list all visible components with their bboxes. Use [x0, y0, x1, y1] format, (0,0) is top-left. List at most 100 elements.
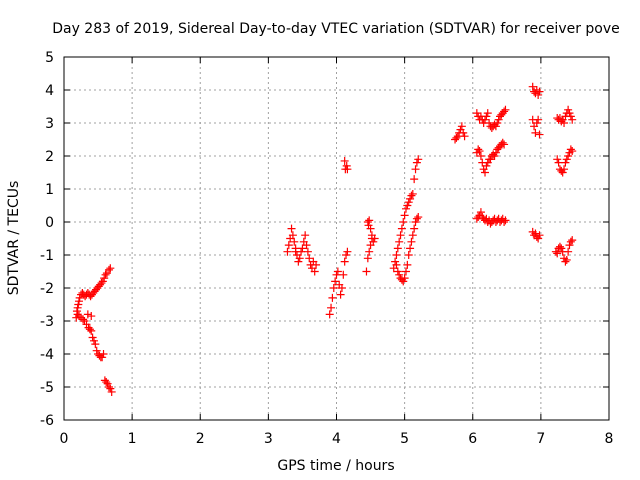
data-point	[100, 274, 109, 283]
y-tick-label: 5	[45, 50, 54, 66]
data-point	[534, 90, 543, 99]
data-point	[391, 257, 400, 266]
data-point	[475, 147, 484, 156]
data-point	[301, 231, 310, 240]
data-point	[337, 284, 346, 292]
data-point	[106, 264, 115, 273]
data-point	[404, 251, 413, 259]
data-point	[568, 115, 577, 124]
data-point	[414, 213, 423, 222]
data-point	[342, 161, 351, 170]
y-axis-label: SDTVAR / TECUs	[6, 181, 22, 296]
data-point	[365, 216, 374, 225]
data-point	[472, 109, 481, 118]
data-point	[310, 267, 319, 276]
data-point	[494, 115, 503, 124]
data-point	[362, 267, 371, 276]
y-tick-label: -6	[40, 413, 54, 429]
data-point	[74, 300, 83, 309]
data-point	[560, 119, 569, 127]
data-point	[74, 312, 83, 321]
data-point	[457, 122, 466, 131]
data-point	[485, 119, 494, 127]
data-point	[393, 244, 402, 253]
data-point	[565, 109, 574, 118]
data-point	[535, 130, 544, 139]
data-point	[87, 312, 96, 321]
data-point	[97, 279, 106, 288]
data-point	[410, 175, 419, 184]
data-point	[500, 140, 509, 149]
data-point	[87, 326, 96, 335]
x-tick-label: 8	[605, 431, 614, 447]
data-point	[294, 257, 303, 266]
y-tick-label: -2	[40, 281, 54, 297]
data-point	[302, 241, 311, 250]
data-point	[82, 320, 91, 329]
data-point	[404, 198, 413, 207]
data-point	[564, 105, 573, 114]
data-point	[410, 224, 419, 233]
data-point	[103, 379, 112, 388]
data-point	[562, 255, 571, 264]
data-point	[79, 315, 88, 324]
data-point	[104, 383, 113, 391]
data-point	[561, 257, 570, 266]
data-point	[482, 161, 491, 170]
data-point	[340, 257, 349, 266]
data-point	[553, 249, 562, 258]
data-point	[412, 214, 421, 223]
data-point	[340, 156, 349, 165]
x-tick-label: 4	[332, 431, 341, 447]
x-tick-label: 3	[264, 431, 273, 447]
data-point	[403, 260, 412, 269]
grid-lines	[64, 57, 609, 420]
data-point	[366, 224, 375, 233]
data-point	[561, 158, 570, 167]
y-tick-label: -4	[40, 347, 54, 363]
data-point	[411, 165, 420, 174]
data-point	[395, 270, 404, 279]
x-axis-label: GPS time / hours	[277, 458, 394, 474]
data-point	[102, 378, 111, 387]
data-point	[401, 204, 410, 213]
data-point	[498, 138, 507, 147]
data-point	[74, 297, 83, 306]
data-point	[566, 237, 575, 246]
data-point	[303, 247, 312, 256]
data-point	[493, 119, 502, 127]
data-point	[491, 148, 500, 157]
data-point	[483, 109, 492, 118]
y-tick-label: -3	[40, 314, 54, 330]
y-axis-ticks: -6 -5 -4 -3 -2 -1 0 1 2 3 4 5	[40, 50, 609, 429]
data-point	[407, 191, 416, 200]
data-point	[329, 284, 338, 292]
data-point	[553, 155, 562, 164]
data-point	[406, 194, 415, 203]
data-point	[75, 293, 84, 302]
data-point	[392, 260, 401, 269]
data-point	[363, 218, 372, 226]
data-point	[332, 270, 341, 279]
data-point	[343, 165, 352, 174]
y-tick-label: 0	[45, 215, 54, 231]
data-point	[401, 267, 410, 276]
data-point	[501, 105, 510, 114]
data-point	[298, 244, 307, 253]
data-point	[365, 247, 374, 256]
data-point	[501, 216, 510, 225]
data-point	[481, 168, 490, 177]
data-point	[370, 234, 379, 243]
data-point	[73, 310, 82, 319]
data-point	[412, 158, 421, 167]
y-tick-label: 3	[45, 116, 54, 132]
data-point	[408, 231, 417, 240]
data-point	[295, 254, 304, 263]
data-point	[102, 269, 111, 278]
data-point	[336, 290, 345, 299]
data-point	[568, 147, 577, 156]
data-point	[339, 270, 348, 279]
data-point	[312, 260, 321, 269]
data-point	[395, 237, 404, 246]
